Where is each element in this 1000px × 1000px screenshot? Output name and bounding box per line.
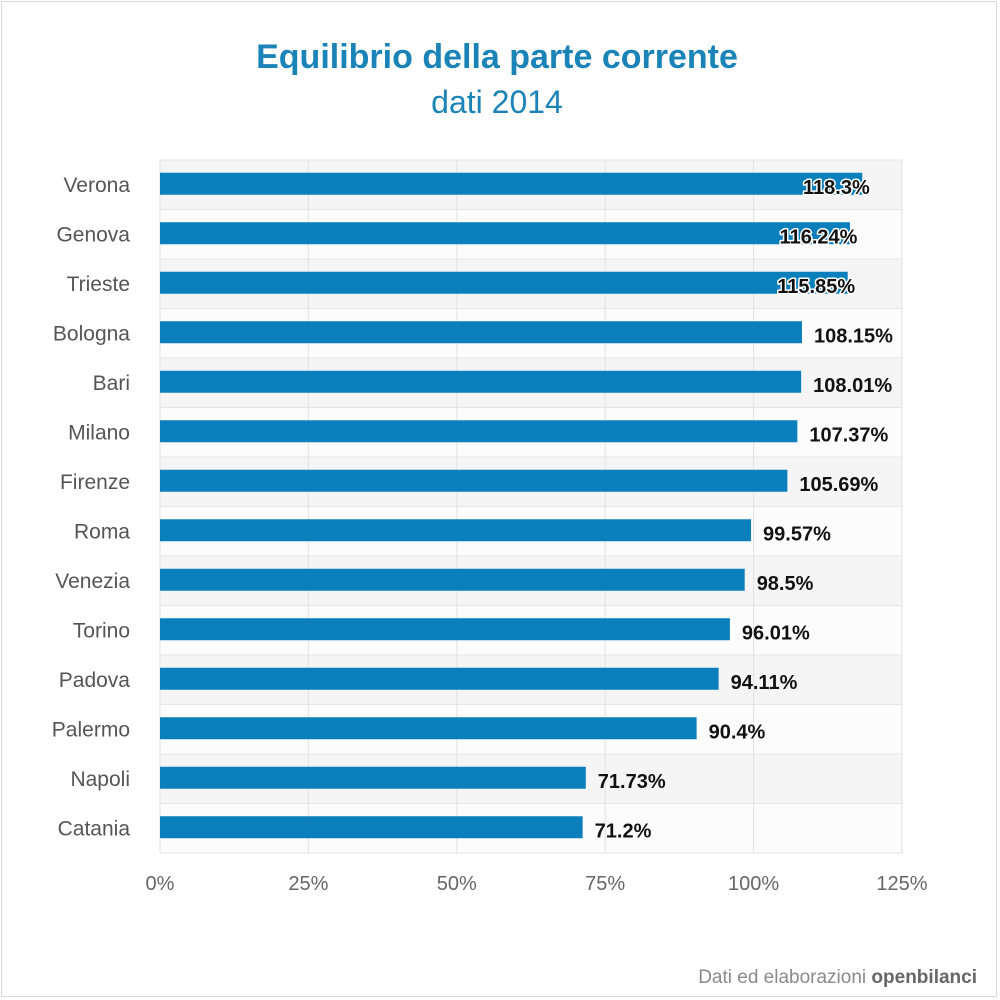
x-tick-label: 25%: [288, 873, 328, 895]
category-label: Milano: [68, 421, 130, 444]
x-tick-label: 100%: [728, 873, 779, 895]
category-label: Roma: [74, 520, 130, 543]
category-label: Venezia: [55, 570, 130, 593]
bar: [160, 667, 719, 690]
value-label: 98.5%: [757, 573, 814, 595]
bar: [160, 469, 788, 492]
value-label: 99.57%: [763, 523, 831, 545]
chart-title: Equilibrio della parte corrente: [256, 38, 738, 76]
bar: [160, 717, 697, 740]
x-tick-label: 75%: [585, 873, 625, 895]
category-label: Verona: [63, 174, 130, 197]
category-label: Palermo: [52, 718, 130, 741]
value-label: 115.85%: [777, 276, 855, 298]
category-label: Bari: [93, 372, 130, 395]
x-tick-label: 50%: [437, 873, 477, 895]
value-label: 105.69%: [799, 474, 878, 496]
bar: [160, 370, 802, 393]
x-tick-label: 0%: [146, 873, 175, 895]
category-label: Padova: [59, 669, 131, 692]
value-label: 108.15%: [814, 325, 893, 347]
credit-prefix: Dati ed elaborazioni: [698, 967, 867, 988]
bar: [160, 816, 583, 839]
category-label: Firenze: [60, 471, 130, 494]
chart-subtitle: dati 2014: [431, 84, 563, 120]
value-label: 94.11%: [731, 672, 798, 694]
value-label: 90.4%: [709, 721, 766, 743]
bar: [160, 568, 745, 591]
bar: [160, 420, 798, 443]
x-tick-label: 125%: [876, 873, 927, 895]
bar: [160, 766, 586, 789]
value-label: 71.73%: [598, 771, 666, 793]
category-label: Catania: [58, 817, 131, 840]
bar: [160, 321, 802, 344]
category-label: Bologna: [53, 322, 130, 345]
value-label: 107.37%: [809, 424, 888, 446]
category-label: Trieste: [67, 273, 130, 296]
value-label: 96.01%: [742, 622, 810, 644]
bar: [160, 172, 863, 195]
category-label: Torino: [73, 619, 130, 642]
bar: [160, 618, 730, 641]
bar: [160, 222, 851, 245]
category-label: Genova: [56, 223, 130, 246]
value-label: 118.3%: [803, 177, 870, 199]
bar: [160, 271, 848, 294]
credit-brand: openbilanci: [871, 967, 977, 988]
bar: [160, 519, 752, 542]
value-label: 108.01%: [813, 375, 892, 397]
credit-line: Dati ed elaborazioni openbilanci: [698, 967, 977, 989]
value-label: 116.24%: [780, 226, 858, 248]
value-label: 71.2%: [595, 820, 652, 842]
category-label: Napoli: [70, 768, 130, 791]
